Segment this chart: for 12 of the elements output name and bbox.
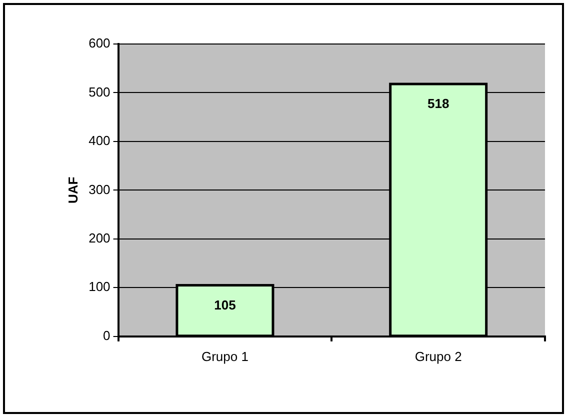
y-axis-title: UAF	[65, 176, 80, 204]
y-tick-label: 600	[88, 36, 110, 51]
data-label: 105	[214, 297, 236, 312]
y-tick-label: 0	[103, 328, 110, 343]
x-tick-label: Grupo 1	[201, 348, 248, 364]
y-tick-label: 200	[88, 230, 110, 246]
y-tick-label: 300	[88, 182, 110, 197]
y-tick-label: 400	[88, 133, 110, 148]
data-label: 518	[427, 96, 450, 112]
y-tick-label: 100	[88, 279, 110, 294]
x-tick-label: Grupo 2	[414, 348, 462, 364]
y-tick-label: 500	[88, 84, 110, 100]
